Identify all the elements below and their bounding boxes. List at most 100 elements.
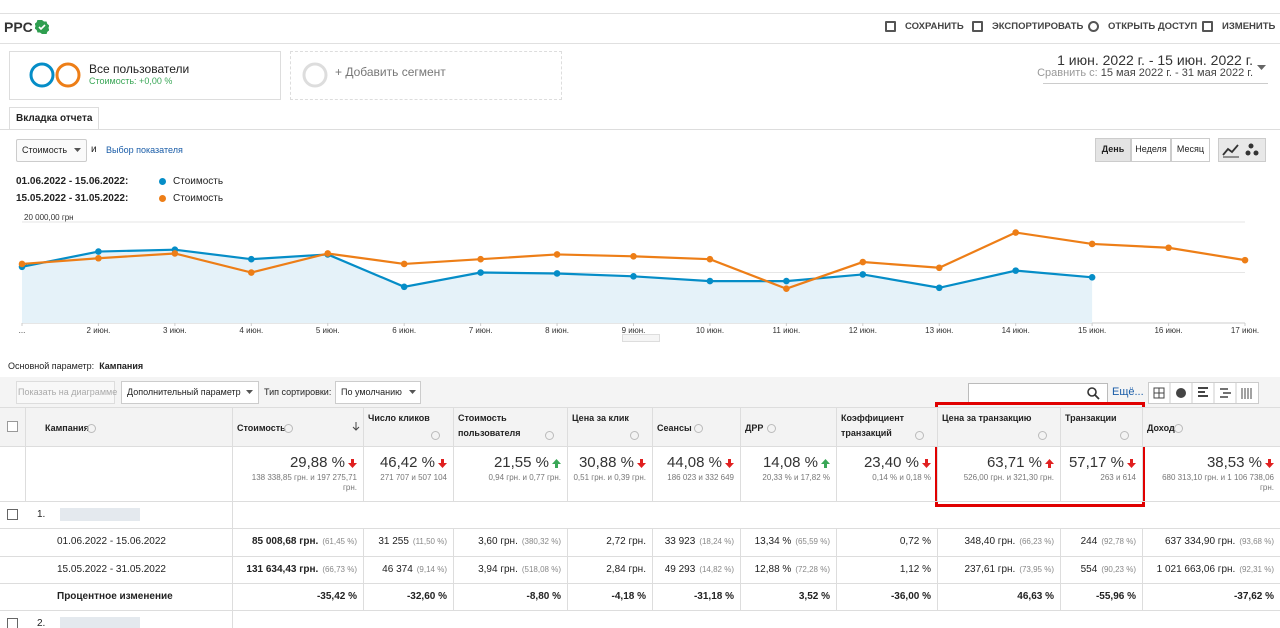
point [1088,240,1096,248]
tab[interactable] [9,107,99,130]
column-header[interactable]: Транзакции [1065,413,1117,423]
point [630,253,637,260]
point [1165,244,1172,252]
point [400,283,408,291]
column-header[interactable]: Стоимость пользователя [458,413,521,438]
action-label[interactable]: ЭКСПОРТИРОВАТЬ [992,21,1084,32]
cell: 3,94 грн. (518,08 %) [478,564,561,575]
column-divider [836,556,837,583]
point [706,255,714,263]
column-divider [1060,528,1061,556]
legend-name: Стоимость [173,176,224,187]
x-tick-label: 6 июн. [392,326,416,335]
trend-arrow-shape [922,459,931,468]
checkbox[interactable] [7,421,18,432]
help-icon [630,431,639,440]
cell-value: -31,18 % [693,591,734,602]
period-button[interactable] [1131,138,1171,162]
checkbox[interactable] [7,509,18,520]
cell: 2,72 грн. [606,536,646,547]
action-icon [1088,21,1099,32]
legend-period: 01.06.2022 - 15.06.2022: [16,176,129,187]
secondary-select[interactable] [121,381,259,404]
help-icon [694,424,703,433]
divider [0,43,1280,44]
column-divider [937,407,938,501]
chart-resize-handle[interactable] [622,334,660,342]
primary-dimension: Основной параметр: Кампания [8,361,143,371]
plot-button[interactable] [16,381,115,404]
report-title: PPC [4,19,33,35]
column-header[interactable]: Число кликов [368,413,430,423]
cell-value: 554 [1080,564,1098,575]
column-divider [937,528,938,556]
row-divider [0,501,1280,502]
cell: 2,84 грн. [606,564,646,575]
column-divider [740,583,741,610]
period-button[interactable] [1171,138,1210,162]
cell-value: 46,63 % [1017,591,1054,602]
column-divider [1142,407,1143,501]
column-header[interactable]: Стоимость [237,423,286,433]
column-header[interactable]: Цена за клик [572,413,629,423]
cell-value: 49 293 [664,564,696,575]
choose-metric[interactable]: Выбор показателя [106,145,183,155]
cell-value: -37,62 % [1233,591,1274,602]
legend-dot [159,195,166,202]
verified-icon [35,20,49,34]
column-divider [1142,528,1143,556]
compare-dates: 15 мая 2022 г. - 31 мая 2022 г. [1100,67,1253,79]
segment-metric: Стоимость: +0,00 % [89,76,173,86]
more-link[interactable]: Ещё... [1112,386,1144,398]
column-header[interactable]: ДРР [745,423,764,433]
cell-value: 2,84 грн. [606,564,646,575]
cell-value: -36,00 % [890,591,931,602]
column-divider [836,583,837,610]
cell-value: 85 008,68 грн. [251,536,319,547]
cell: -8,80 % [527,591,561,602]
area [22,249,1093,323]
column-divider [25,407,26,501]
total-detail: 186 023 и 332 649 [667,473,734,482]
dropdown-arrow [246,390,253,394]
cell-share: (92,78 %) [1101,537,1136,546]
column-divider [652,528,653,556]
sort-icon [352,422,360,431]
action-label[interactable]: ОТКРЫТЬ ДОСТУП [1108,21,1198,32]
cell: 637 334,90 грн. (93,68 %) [1165,536,1274,547]
redacted-name [60,617,140,628]
column-header[interactable]: Коэффициент транзакций [841,413,905,438]
column-header[interactable]: Кампания [45,423,89,433]
action-label[interactable]: ИЗМЕНИТЬ [1222,21,1276,32]
column-divider [363,407,364,501]
cell-share: (66,73 %) [322,565,357,574]
segment-name: Все пользователи [89,62,190,76]
cell: -4,18 % [612,591,646,602]
column-divider [232,583,233,610]
cell-value: 2,72 грн. [606,536,646,547]
cell-value: 3,52 % [798,591,830,602]
total-detail: 138 338,85 грн. и 197 275,71 грн. [251,473,357,492]
x-tick-label: 15 июн. [1078,326,1106,335]
trend-arrow-shape [552,459,561,468]
trend-arrow [725,459,734,468]
row-label: Процентное изменение [57,591,173,602]
period-button[interactable] [1095,138,1131,162]
checkbox[interactable] [7,618,18,628]
column-header[interactable]: Доход [1147,423,1175,433]
date-range[interactable]: 1 июн. 2022 г. - 15 июн. 2022 г. [1057,52,1253,68]
action-label[interactable]: СОХРАНИТЬ [905,21,964,32]
sort-select[interactable] [335,381,421,404]
column-divider [567,407,568,501]
point [1241,256,1249,264]
metric-select[interactable] [16,139,87,162]
column-header[interactable]: Сеансы [657,423,692,433]
help-icon [1120,431,1129,440]
total-detail: 263 и 614 [1100,473,1136,482]
cell-value: 33 923 [664,536,696,547]
column-header[interactable]: Цена за транзакцию [942,413,1032,423]
segment-card[interactable] [9,51,281,100]
add-segment[interactable] [290,51,562,100]
cell: 1,12 % [900,564,931,575]
column-divider [232,610,233,628]
